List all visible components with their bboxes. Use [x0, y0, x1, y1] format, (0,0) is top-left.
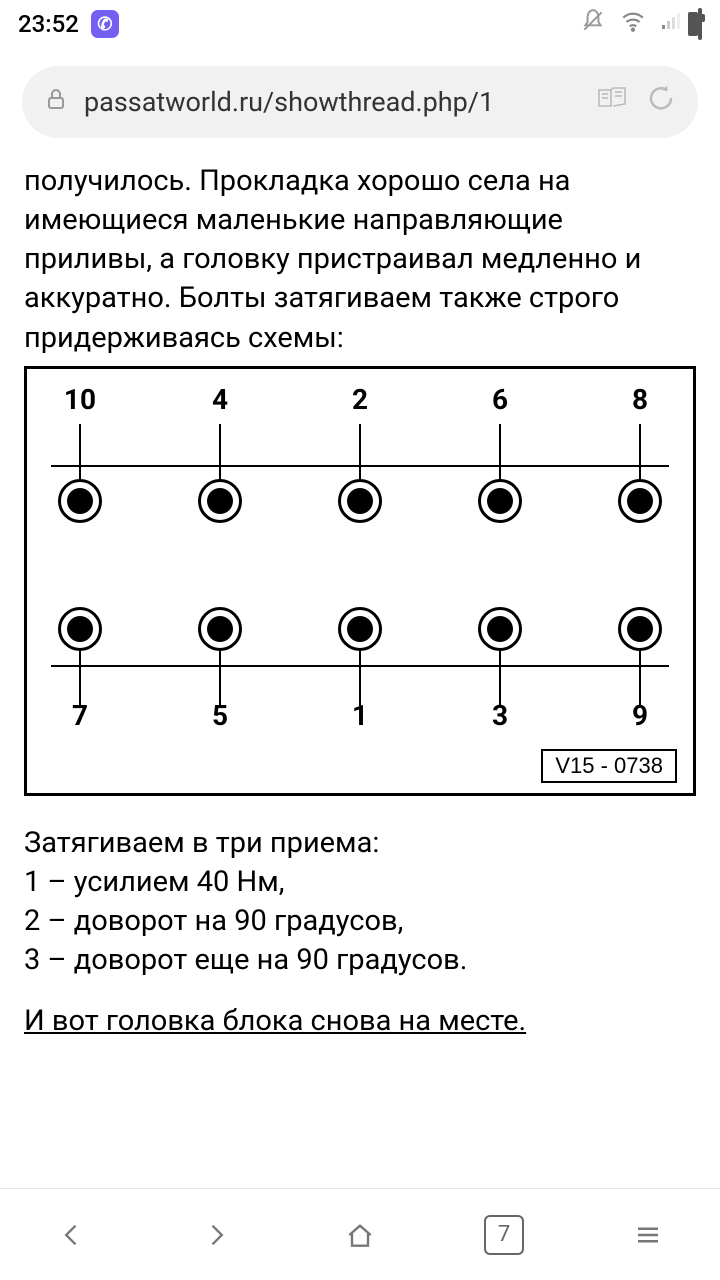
bolt — [58, 607, 102, 651]
bolt-label: 1 — [331, 699, 389, 732]
browser-nav-bar: 7 — [0, 1188, 720, 1280]
intro-paragraph: получилось. Прокладка хорошо села на име… — [24, 162, 696, 358]
step-line: 1 – усилием 40 Нм, — [24, 863, 696, 902]
torque-diagram: 10 4 2 6 8 7 5 1 3 9 V15 - — [24, 366, 696, 796]
bolt-label: 2 — [331, 383, 389, 416]
battery-icon — [698, 10, 702, 38]
mute-icon — [580, 8, 606, 40]
step-line: 2 – доворот на 90 градусов, — [24, 902, 696, 941]
bolt-label: 5 — [191, 699, 249, 732]
reload-icon[interactable] — [646, 83, 676, 121]
bolt — [198, 607, 242, 651]
steps-title: Затягиваем в три приема: — [24, 824, 696, 863]
bolt-label: 8 — [611, 383, 669, 416]
torque-steps: Затягиваем в три приема: 1 – усилием 40 … — [24, 824, 696, 981]
bolt-label: 7 — [51, 699, 109, 732]
bolt — [618, 607, 662, 651]
bolt-label: 9 — [611, 699, 669, 732]
bolt — [198, 479, 242, 523]
bolt-label: 10 — [51, 383, 109, 416]
url-bar[interactable]: passatworld.ru/showthread.php/1 — [22, 66, 698, 138]
status-bar: 23:52 ✆ — [0, 0, 720, 48]
status-time: 23:52 — [18, 10, 79, 38]
viber-icon: ✆ — [91, 10, 119, 38]
bolt — [618, 479, 662, 523]
final-paragraph: И вот головка блока снова на месте. — [24, 1004, 696, 1038]
diagram-code: V15 - 0738 — [541, 749, 677, 783]
nav-tabs-button[interactable]: 7 — [464, 1205, 544, 1265]
url-bar-container: passatworld.ru/showthread.php/1 — [0, 48, 720, 152]
wifi-icon — [620, 8, 646, 40]
nav-menu-button[interactable] — [608, 1205, 688, 1265]
step-line: 3 – доворот еще на 90 градусов. — [24, 941, 696, 980]
lock-icon — [44, 85, 68, 120]
bolt — [338, 479, 382, 523]
bolt-label: 3 — [471, 699, 529, 732]
bolt — [478, 607, 522, 651]
url-text: passatworld.ru/showthread.php/1 — [84, 86, 580, 118]
bolt-label: 4 — [191, 383, 249, 416]
tab-count: 7 — [484, 1215, 524, 1255]
signal-icon — [660, 9, 684, 39]
bolt — [478, 479, 522, 523]
nav-back-button[interactable] — [32, 1205, 112, 1265]
bolt — [58, 479, 102, 523]
gasket-outline — [51, 665, 669, 667]
nav-forward-button[interactable] — [176, 1205, 256, 1265]
bolt-label: 6 — [471, 383, 529, 416]
nav-home-button[interactable] — [320, 1205, 400, 1265]
bolt — [338, 607, 382, 651]
reader-mode-icon[interactable] — [596, 83, 630, 121]
page-content: получилось. Прокладка хорошо села на име… — [0, 152, 720, 1188]
